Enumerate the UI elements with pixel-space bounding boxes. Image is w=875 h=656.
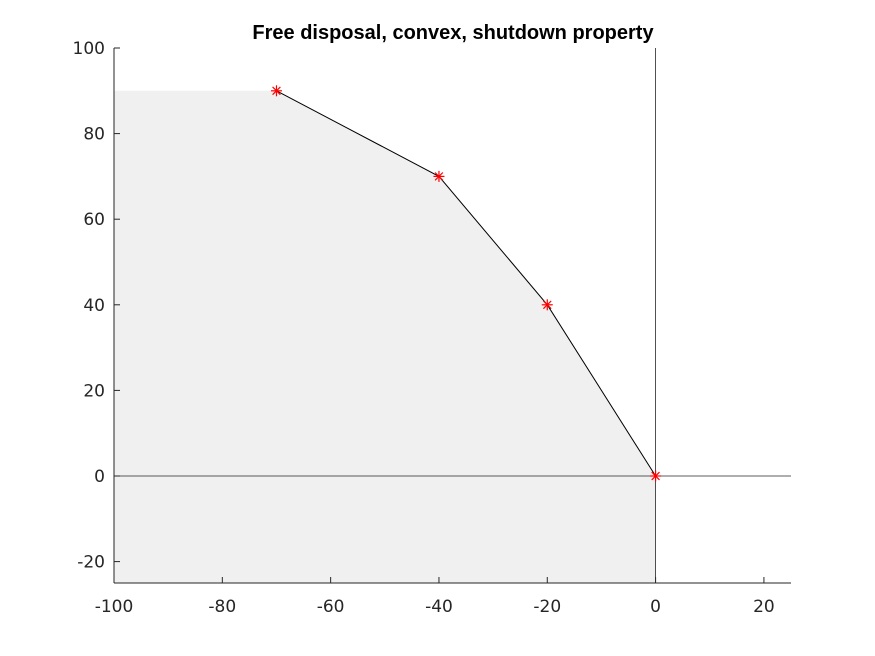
y-tick-label: 40 <box>83 296 105 316</box>
data-point-marker <box>433 170 445 182</box>
y-tick-label: 80 <box>83 125 105 145</box>
chart-title: Free disposal, convex, shutdown property <box>252 22 654 44</box>
y-tick-label: -20 <box>77 553 105 573</box>
x-tick-label: -80 <box>208 597 236 617</box>
y-tick-label: 60 <box>83 210 105 230</box>
y-tick-label: 100 <box>73 39 105 59</box>
data-point-marker <box>650 470 662 482</box>
x-tick-label: -100 <box>95 597 134 617</box>
y-tick-label: 0 <box>94 467 105 487</box>
data-point-marker <box>270 85 282 97</box>
y-tick-label: 20 <box>83 381 105 401</box>
x-tick-label: -20 <box>533 597 561 617</box>
x-tick-label: -40 <box>425 597 453 617</box>
x-tick-label: 20 <box>753 597 775 617</box>
shaded-region <box>114 90 656 584</box>
frontier-line <box>276 90 657 477</box>
x-tick-label: 0 <box>650 597 661 617</box>
x-tick-label: -60 <box>317 597 345 617</box>
plot-area: -100 -80 -60 -40 -20 0 20 -20 0 20 40 60 80 100 <box>73 39 791 617</box>
data-point-marker <box>541 299 553 311</box>
